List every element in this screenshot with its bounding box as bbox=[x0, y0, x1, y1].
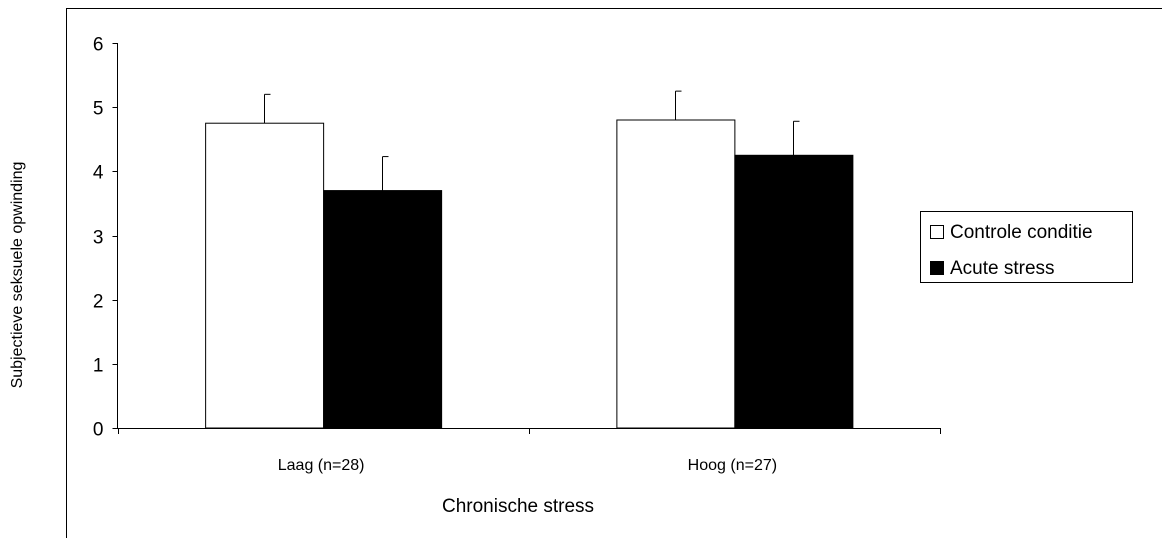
x-tick-label: Hoog (n=27) bbox=[688, 457, 777, 474]
bar-acute-stress-hoog bbox=[734, 154, 854, 429]
y-tick-label: 2 bbox=[93, 292, 104, 313]
y-tick-label: 5 bbox=[93, 99, 104, 120]
x-tick-label: Laag (n=28) bbox=[278, 457, 365, 474]
bar-control-laag bbox=[205, 122, 325, 429]
legend-swatch bbox=[930, 261, 944, 275]
legend-label: Acute stress bbox=[950, 258, 1055, 279]
legend bbox=[920, 211, 1133, 283]
y-tick-label: 3 bbox=[93, 228, 104, 249]
bar-acute-stress-laag bbox=[323, 190, 443, 429]
y-tick-label: 6 bbox=[93, 35, 104, 56]
legend-label: Controle conditie bbox=[950, 222, 1093, 243]
x-axis-label: Chronische stress bbox=[442, 496, 594, 517]
bar-control-hoog bbox=[616, 119, 736, 429]
y-tick-label: 0 bbox=[93, 420, 104, 441]
y-axis-label: Subjectieve seksuele opwinding bbox=[9, 162, 26, 389]
legend-swatch bbox=[930, 225, 944, 239]
y-tick-label: 1 bbox=[93, 356, 104, 377]
y-tick-label: 4 bbox=[93, 163, 104, 184]
